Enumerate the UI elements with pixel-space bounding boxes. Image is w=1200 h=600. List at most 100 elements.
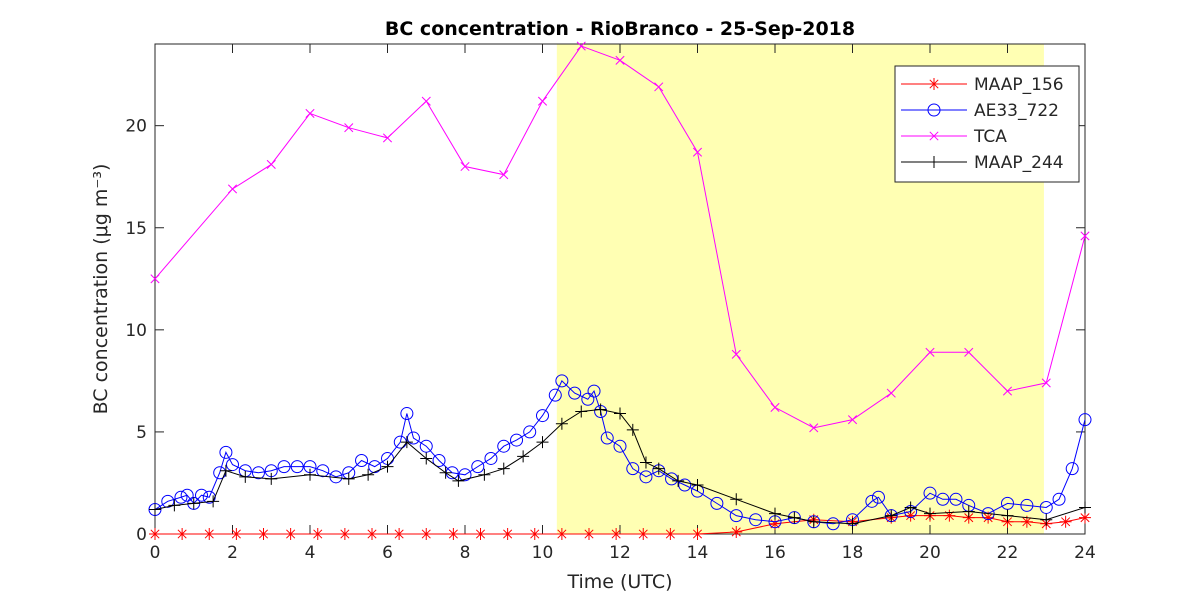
legend-label: MAAP_156 <box>974 75 1064 95</box>
marker <box>652 462 665 475</box>
x-tick-label: 20 <box>919 543 941 563</box>
marker <box>316 464 330 478</box>
marker <box>406 431 420 445</box>
x-tick-label: 24 <box>1074 543 1096 563</box>
x-tick-label: 12 <box>609 543 631 563</box>
marker <box>311 528 324 540</box>
marker <box>1002 386 1013 396</box>
marker <box>962 511 975 524</box>
marker <box>613 439 627 453</box>
marker <box>925 347 935 357</box>
marker <box>366 528 378 540</box>
marker <box>731 349 741 359</box>
marker <box>639 456 652 469</box>
marker <box>770 402 780 412</box>
marker <box>227 184 238 194</box>
marker <box>637 528 650 540</box>
marker <box>729 509 743 523</box>
marker <box>769 517 781 530</box>
marker <box>393 528 406 540</box>
marker <box>528 528 541 540</box>
marker <box>1065 462 1079 476</box>
marker <box>555 528 568 540</box>
x-tick-label: 14 <box>687 543 709 563</box>
marker <box>730 525 743 538</box>
marker <box>1040 513 1053 526</box>
marker <box>581 392 595 406</box>
legend-label: AE33_722 <box>974 101 1059 121</box>
marker <box>338 528 351 540</box>
marker <box>587 384 601 398</box>
marker <box>510 433 524 447</box>
marker <box>460 161 470 172</box>
marker <box>928 78 940 90</box>
series-line <box>154 45 1086 429</box>
marker <box>187 497 200 510</box>
marker <box>501 528 514 540</box>
marker <box>207 495 220 508</box>
marker <box>1079 511 1091 524</box>
marker <box>284 528 297 540</box>
marker <box>982 511 995 524</box>
marker <box>929 131 939 141</box>
x-tick-label: 10 <box>532 543 554 563</box>
marker <box>452 474 465 487</box>
marker <box>499 170 509 180</box>
marker <box>362 468 375 481</box>
marker <box>614 407 626 420</box>
marker <box>664 528 677 540</box>
marker <box>265 472 278 485</box>
marker <box>1001 496 1014 510</box>
marker <box>943 509 956 522</box>
x-tick-label: 0 <box>150 543 161 563</box>
marker <box>382 133 393 143</box>
marker <box>928 156 940 168</box>
y-tick-label: 0 <box>136 525 147 545</box>
marker <box>615 55 625 65</box>
x-tick-label: 16 <box>764 543 786 563</box>
marker <box>266 159 276 170</box>
marker <box>678 478 692 492</box>
marker <box>239 470 252 483</box>
legend-box <box>894 65 1080 183</box>
marker <box>149 528 161 540</box>
marker <box>807 515 820 528</box>
marker <box>478 468 491 481</box>
marker <box>924 507 936 520</box>
marker <box>419 439 433 453</box>
marker <box>904 509 917 522</box>
marker <box>885 509 898 522</box>
marker <box>1079 501 1091 514</box>
marker <box>168 499 181 512</box>
marker <box>203 528 216 540</box>
legend-label: TCA <box>973 127 1007 147</box>
marker <box>305 108 315 118</box>
marker <box>639 470 653 484</box>
marker <box>420 528 433 540</box>
marker <box>886 388 896 398</box>
marker <box>730 493 743 506</box>
marker <box>484 451 498 465</box>
marker <box>150 274 160 284</box>
marker <box>826 517 840 531</box>
marker <box>1041 378 1051 388</box>
marker <box>1078 413 1092 427</box>
y-axis-label: BC concentration (μg m⁻³) <box>90 164 112 415</box>
marker <box>949 492 963 506</box>
marker <box>555 374 569 388</box>
marker <box>421 96 431 106</box>
marker <box>257 528 270 540</box>
marker <box>523 425 537 439</box>
x-tick-label: 4 <box>305 543 316 563</box>
x-tick-label: 2 <box>227 543 238 563</box>
marker <box>304 468 316 481</box>
marker <box>575 405 588 418</box>
marker <box>710 496 724 510</box>
marker <box>474 528 487 540</box>
marker <box>290 460 304 474</box>
marker <box>368 460 382 474</box>
marker <box>749 513 763 527</box>
marker <box>537 96 548 106</box>
marker <box>226 458 239 472</box>
marker <box>904 501 917 514</box>
